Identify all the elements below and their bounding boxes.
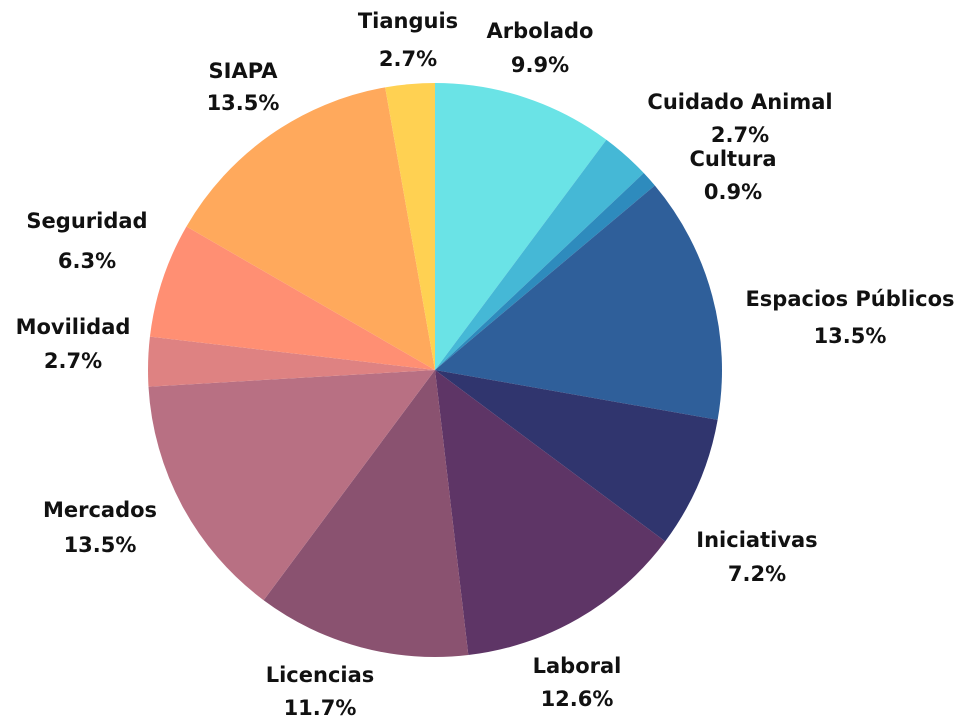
pie-slice bbox=[263, 370, 469, 657]
slice-label: SIAPA bbox=[209, 59, 279, 83]
slice-value-label: 6.3% bbox=[58, 249, 116, 273]
slice-label: Espacios Públicos bbox=[745, 287, 954, 311]
slice-value-label: 7.2% bbox=[728, 562, 786, 586]
slice-label: Mercados bbox=[43, 498, 157, 522]
slice-label: Licencias bbox=[266, 663, 375, 687]
slice-value-label: 2.7% bbox=[711, 123, 769, 147]
slice-value-label: 13.5% bbox=[207, 91, 280, 115]
slice-label: Seguridad bbox=[26, 209, 147, 233]
slice-value-label: 12.6% bbox=[541, 687, 614, 711]
slice-value-label: 0.9% bbox=[704, 180, 762, 204]
slice-label: Arbolado bbox=[487, 19, 594, 43]
pie-slice bbox=[186, 87, 435, 371]
pie-slice bbox=[148, 370, 435, 601]
slice-value-label: 11.7% bbox=[284, 696, 357, 717]
pie-slice bbox=[385, 83, 435, 370]
slice-value-label: 2.7% bbox=[44, 349, 102, 373]
pie-slice bbox=[435, 370, 718, 542]
slice-label: Movilidad bbox=[16, 315, 131, 339]
slice-label: Iniciativas bbox=[696, 528, 817, 552]
slice-label: Cuidado Animal bbox=[647, 90, 832, 114]
slice-value-label: 9.9% bbox=[511, 53, 569, 77]
pie-slice bbox=[435, 370, 666, 656]
pie-slice bbox=[148, 336, 435, 387]
slice-label: Tianguis bbox=[358, 9, 458, 33]
pie-slice bbox=[435, 173, 655, 370]
slice-label: Cultura bbox=[689, 147, 776, 171]
pie-slice bbox=[435, 185, 722, 420]
slice-value-label: 13.5% bbox=[814, 324, 887, 348]
slice-value-label: 2.7% bbox=[379, 47, 437, 71]
slice-label: Laboral bbox=[533, 654, 622, 678]
pie-slice bbox=[435, 139, 644, 370]
pie-slice bbox=[149, 226, 435, 370]
pie-slice bbox=[435, 83, 607, 370]
slice-value-label: 13.5% bbox=[64, 533, 137, 557]
